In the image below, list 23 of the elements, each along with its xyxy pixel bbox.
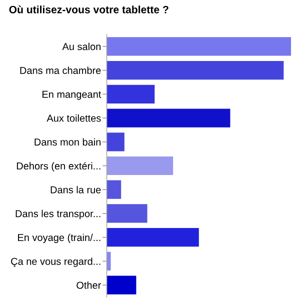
bar [106, 180, 122, 199]
y-tick-label: Dans ma chambre [20, 66, 101, 74]
y-tick-label: Dans la rue [50, 186, 101, 194]
bar [106, 228, 199, 247]
y-tick-label: En mangeant [42, 90, 102, 100]
y-tick-label: Au salon [62, 42, 101, 50]
bar [106, 204, 148, 223]
bar [106, 37, 292, 56]
y-tick-label: Aux toilettes [46, 114, 101, 122]
y-tick-label: Other [76, 281, 101, 289]
bar [106, 252, 111, 271]
bar [106, 108, 230, 128]
y-tick-label: Ça ne vous regard... [11, 258, 100, 267]
bar [106, 60, 284, 80]
y-tick-label: Dehors (en extéri... [16, 162, 100, 172]
bar [106, 132, 124, 152]
y-tick-label: Dans les transpor... [16, 210, 100, 220]
bar [106, 84, 155, 104]
y-tick-label: Dans mon bain [34, 138, 101, 146]
chart-title: Où utilisez-vous votre tablette ? [9, 5, 168, 14]
bar [106, 276, 136, 294]
bar [106, 156, 174, 176]
y-tick-label: En voyage (train/... [18, 234, 100, 244]
